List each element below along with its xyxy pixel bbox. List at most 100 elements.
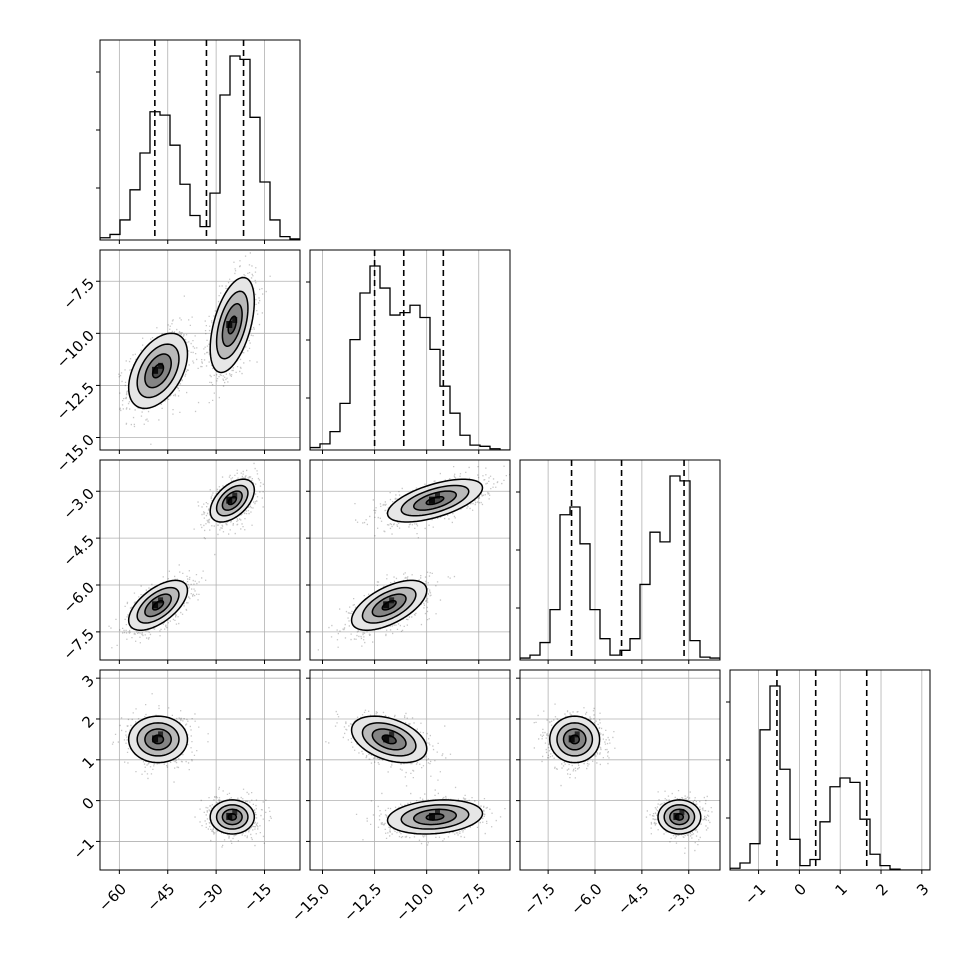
contour-line: [386, 799, 484, 835]
x-tick-label: 1: [831, 880, 850, 899]
y-tick-label: −3.0: [60, 485, 98, 523]
density-level: [137, 587, 179, 624]
y-tick-label: 1: [79, 753, 98, 772]
contour-line: [425, 813, 445, 821]
contour-line: [412, 808, 458, 826]
y-tick-label: −15.0: [53, 431, 98, 476]
density-peak: [232, 492, 238, 499]
panel-frame: [309, 459, 511, 661]
contour-line: [136, 586, 180, 624]
density-level: [216, 485, 248, 516]
x-tick-label: −3.0: [661, 880, 699, 918]
density-level: [222, 303, 243, 347]
density-level: [144, 594, 172, 617]
density-level: [144, 728, 172, 750]
density-level: [556, 722, 593, 756]
panel-frame: [309, 669, 511, 871]
density-peak: [226, 812, 233, 820]
contour-line: [221, 808, 243, 826]
y-tick-label: −10.0: [53, 327, 98, 372]
contour-line: [144, 728, 172, 751]
density-peak: [152, 735, 159, 743]
density-peak: [429, 496, 435, 504]
x-tick-label: −1: [741, 880, 769, 908]
contour-line: [569, 734, 581, 745]
y-tick-label: −7.5: [60, 275, 98, 313]
contour-line: [562, 728, 587, 751]
contour-line: [127, 579, 189, 631]
scatter-content: [533, 703, 713, 854]
contour-line: [209, 478, 256, 523]
panel-frame: [99, 249, 301, 451]
density-peak: [383, 601, 390, 609]
scatter-panel-1-3: −15.0 −12.5 −10.0 −7.5: [288, 669, 511, 925]
scatter-content: [118, 252, 271, 445]
contour-line: [381, 599, 397, 611]
density-peak: [158, 731, 164, 738]
panel-frame: [729, 669, 931, 871]
scatter-panel-1-2: [306, 459, 511, 664]
y-tick-label: −6.0: [60, 578, 98, 616]
density-peak: [158, 362, 164, 369]
contour-line: [209, 799, 256, 835]
contour-line: [350, 715, 428, 764]
x-tick-label: 2: [872, 880, 891, 899]
contour-line: [400, 484, 470, 517]
x-tick-label: −4.5: [614, 880, 652, 918]
contour-line: [361, 722, 417, 757]
histogram-step: [100, 55, 300, 240]
x-tick-label: −15.0: [288, 880, 333, 925]
scatter-content: [108, 462, 265, 649]
hist-panel-1: [306, 249, 511, 454]
density-level: [137, 344, 179, 398]
contour-line: [386, 478, 484, 523]
density-peak: [673, 812, 680, 820]
x-tick-label: −7.5: [451, 880, 489, 918]
x-tick-label: −7.5: [520, 880, 558, 918]
x-tick-label: 3: [913, 880, 932, 899]
y-tick-label: 3: [79, 671, 98, 690]
scatter-panel-0-3: −60 −45 −30 −15 −1 0 1 2 3: [70, 669, 301, 915]
density-level: [216, 291, 248, 359]
density-level: [128, 580, 188, 631]
contour-line: [663, 804, 696, 830]
contour-line: [127, 715, 189, 764]
x-tick-label: −45: [143, 880, 178, 915]
density-peak: [232, 808, 238, 815]
hist-panel-2: [516, 459, 721, 664]
contour-line: [371, 593, 407, 618]
y-tick-label: −4.5: [60, 531, 98, 569]
histogram-step: [520, 475, 720, 660]
contour-line: [227, 315, 238, 335]
contour-line: [151, 599, 165, 611]
histogram-step: [310, 265, 510, 450]
panel-frame: [99, 39, 301, 241]
contour-line: [381, 734, 397, 745]
contour-line: [548, 715, 601, 764]
density-level: [137, 722, 179, 756]
contour-line: [221, 303, 243, 347]
density-level: [128, 333, 188, 409]
density-peak: [152, 366, 159, 374]
density-level: [362, 587, 416, 624]
contour-line: [412, 490, 458, 511]
panel-frame: [99, 459, 301, 661]
contour-line: [227, 813, 238, 821]
contour-line: [400, 804, 470, 830]
contour-line: [674, 813, 685, 821]
x-tick-label: −10.0: [392, 880, 437, 925]
contour-line: [215, 484, 249, 517]
y-tick-label: −1: [70, 835, 98, 863]
scatter-content: [317, 465, 510, 651]
y-tick-label: 2: [79, 712, 98, 731]
density-peak: [574, 731, 580, 738]
contour-line: [136, 722, 180, 757]
density-peak: [389, 731, 395, 738]
contour-line: [227, 495, 238, 506]
x-tick-label: −15: [240, 880, 275, 915]
contour-line: [657, 799, 702, 835]
scatter-content: [111, 693, 272, 848]
scatter-panel-2-3: −7.5 −6.0 −4.5 −3.0: [516, 669, 721, 919]
contour-line: [144, 593, 172, 618]
